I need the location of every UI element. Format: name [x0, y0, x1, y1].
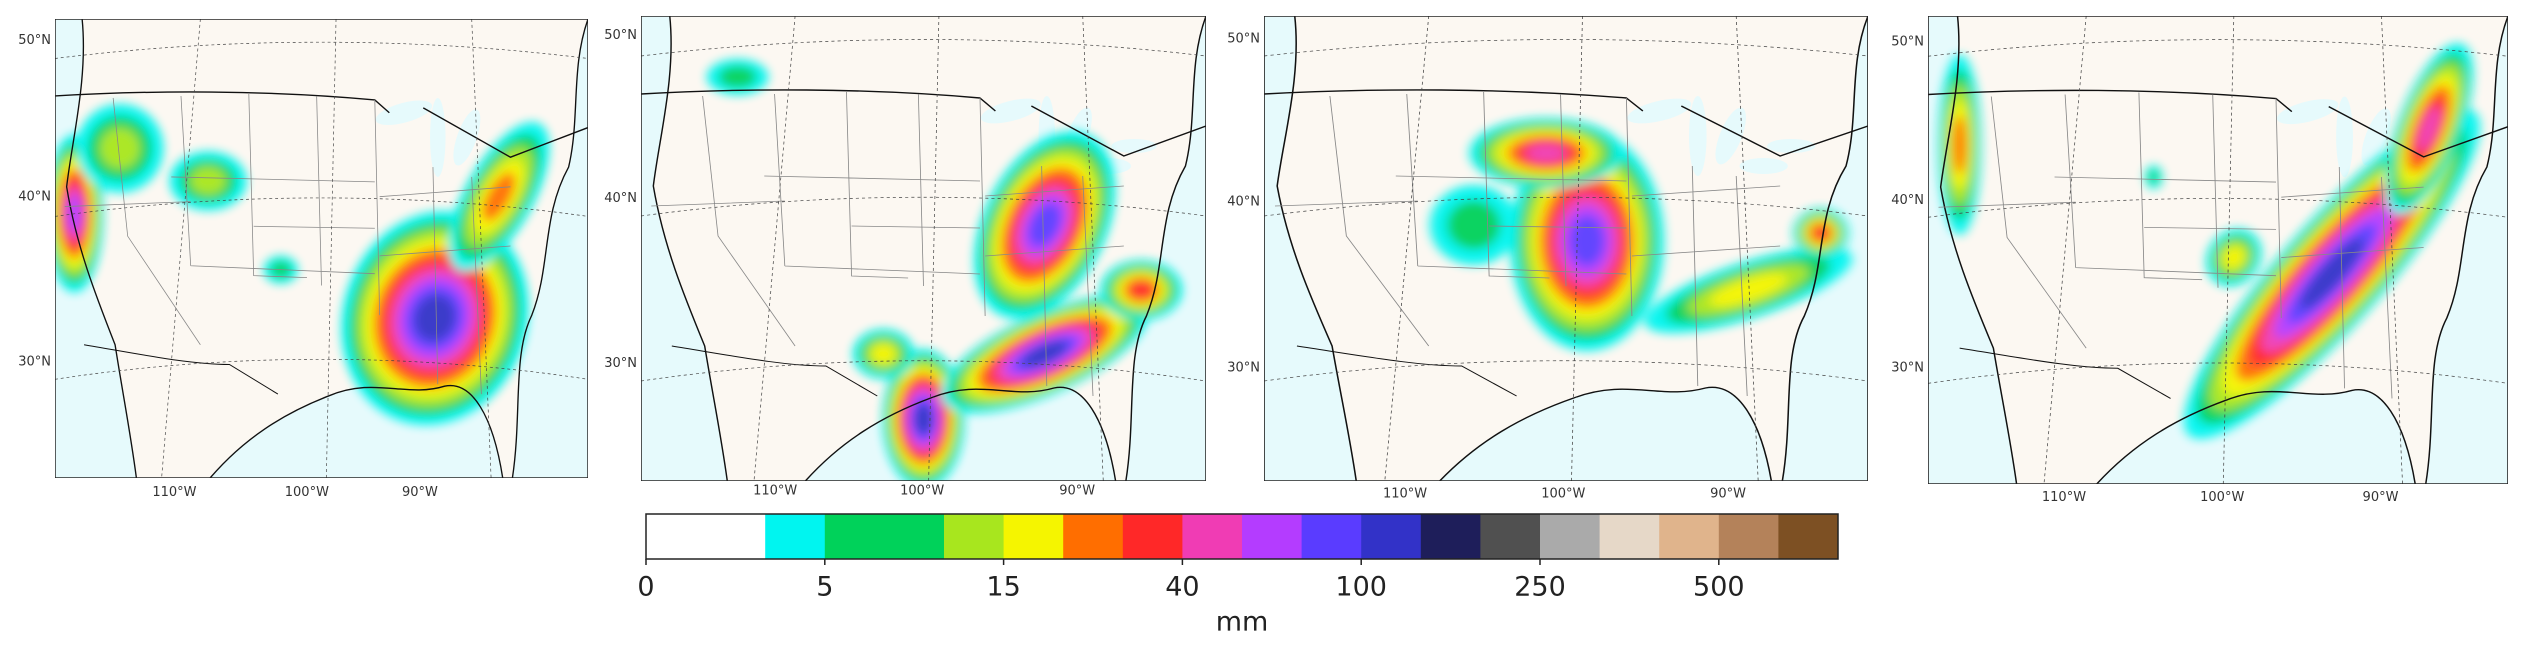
precip-contour — [1709, 273, 1787, 307]
lat-label: 50°N — [1227, 31, 1260, 46]
lon-label: 110°W — [2042, 490, 2086, 505]
lon-label: 90°W — [1710, 487, 1746, 502]
lat-label: 30°N — [18, 354, 51, 369]
colorbar-segment — [1361, 514, 1422, 559]
precip-contour — [1526, 143, 1567, 163]
lon-label: 110°W — [753, 483, 797, 498]
lat-label: 50°N — [604, 28, 637, 43]
precip-contour — [414, 295, 455, 341]
precip-contour — [718, 66, 757, 88]
precip-contour — [1129, 281, 1154, 299]
colorbar-segment — [646, 514, 707, 559]
map-panel: 50°N 40°N 30°N 110°W 100°W 90°W — [1227, 16, 1868, 502]
lat-label: 50°N — [18, 33, 51, 48]
colorbar-tick-label: 40 — [1165, 572, 1199, 603]
precip-contour — [2417, 106, 2441, 152]
lon-label: 100°W — [900, 483, 944, 498]
colorbar-segment — [1420, 514, 1481, 559]
colorbar-segment — [1599, 514, 1660, 559]
colorbar: 0 5 15 40 100 250 500 — [637, 513, 1839, 603]
lon-label: 90°W — [402, 485, 438, 500]
lat-label: 40°N — [1227, 194, 1260, 209]
lat-label: 30°N — [604, 356, 637, 371]
colorbar-segment — [1063, 514, 1124, 559]
precip-contour — [2300, 238, 2364, 309]
map-panel: 50°N 40°N 30°N 110°W 100°W 90°W — [1891, 16, 2508, 505]
colorbar-segment — [884, 514, 945, 559]
precip-contour — [1952, 115, 1967, 174]
colorbar-frame — [645, 513, 1839, 560]
precip-contour — [1569, 216, 1605, 266]
precip-contour — [1812, 225, 1829, 241]
map — [55, 19, 588, 478]
colorbar-segment — [705, 514, 766, 559]
precip-contour — [1447, 200, 1501, 250]
colorbar-tick-label: 500 — [1693, 572, 1745, 603]
lon-label: 110°W — [1383, 487, 1427, 502]
colorbar-tick-label: 100 — [1335, 572, 1387, 603]
colorbar-segment — [1003, 514, 1064, 559]
lon-label: 100°W — [285, 485, 329, 500]
map — [1264, 16, 1868, 481]
colorbar-segment — [1540, 514, 1601, 559]
map-panel: 50°N 40°N 30°N 110°W 100°W 90°W — [604, 16, 1206, 498]
precip-contour — [100, 128, 140, 169]
precip-field — [706, 59, 1183, 481]
map — [641, 16, 1206, 481]
colorbar-segment — [1122, 514, 1183, 559]
colorbar-segment — [1778, 514, 1839, 559]
precip-contour — [190, 167, 226, 195]
precip-contour — [482, 172, 516, 221]
colorbar-segment — [1718, 514, 1779, 559]
lat-label: 30°N — [1891, 361, 1924, 376]
colorbar-segment — [1480, 514, 1541, 559]
colorbar-segment — [1242, 514, 1303, 559]
colorbar-segment — [824, 514, 885, 559]
precip-contour — [1022, 341, 1067, 367]
colorbar-segment — [944, 514, 1005, 559]
colorbar-segment — [765, 514, 826, 559]
lon-label: 100°W — [1541, 487, 1585, 502]
lon-label: 110°W — [152, 485, 196, 500]
precip-contour — [871, 344, 895, 364]
colorbar-tick-label: 5 — [816, 572, 833, 603]
colorbar-segment — [1659, 514, 1720, 559]
colorbar-tick-label: 0 — [637, 572, 654, 603]
lat-label: 40°N — [604, 191, 637, 206]
lon-label: 90°W — [1059, 483, 1095, 498]
precip-field — [1938, 42, 2480, 439]
colorbar-label: mm — [1216, 607, 1269, 638]
maps: 50°N 40°N 30°N 110°W 100°W 90°W 50°N 40°N 30°N 11… — [18, 16, 2508, 505]
precip-contour — [1028, 203, 1061, 247]
lat-label: 30°N — [1227, 361, 1260, 376]
precip-contour — [914, 404, 933, 434]
lon-label: 100°W — [2200, 490, 2244, 505]
colorbar-tick-label: 15 — [986, 572, 1020, 603]
map-panel: 50°N 40°N 30°N 110°W 100°W 90°W — [18, 19, 588, 500]
precip-field — [1429, 118, 1853, 351]
lon-label: 90°W — [2363, 490, 2399, 505]
colorbar-segment — [1182, 514, 1243, 559]
precip-contour — [2148, 169, 2159, 185]
map — [1928, 16, 2508, 484]
lat-label: 40°N — [1891, 193, 1924, 208]
lat-label: 50°N — [1891, 34, 1924, 49]
colorbar-tick-label: 250 — [1514, 572, 1566, 603]
lat-label: 40°N — [18, 190, 51, 205]
colorbar-segment — [1301, 514, 1362, 559]
